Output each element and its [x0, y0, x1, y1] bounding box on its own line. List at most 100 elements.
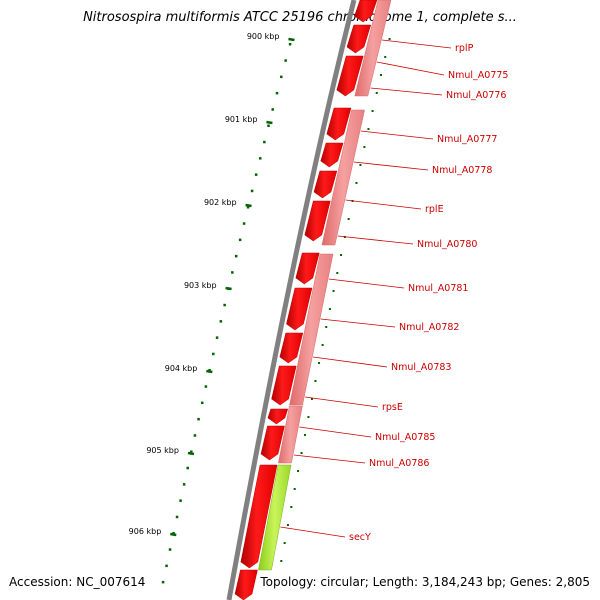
ruler-dot	[179, 499, 182, 502]
feature-tick	[293, 488, 296, 490]
gene-label-nmul_a0782[interactable]: Nmul_A0782	[399, 322, 459, 333]
feature-tick	[355, 182, 358, 184]
ruler-dot	[175, 515, 179, 519]
gene-label-nmul_a0783[interactable]: Nmul_A0783	[391, 362, 451, 373]
topology-summary: Topology: circular; Length: 3,184,243 bp…	[260, 575, 590, 589]
feature-tick	[286, 524, 289, 526]
gene-arrow	[320, 142, 344, 168]
ruler-dot	[212, 352, 215, 356]
label-leader	[312, 356, 388, 368]
label-leader	[293, 454, 366, 464]
gene-band	[289, 253, 334, 406]
gene-arrow	[271, 365, 297, 406]
ruler-dot	[254, 173, 258, 176]
ruler-dot	[234, 254, 238, 258]
ruler-dot	[246, 206, 250, 209]
feature-tick	[347, 218, 350, 220]
gene-label-nmul_a0777[interactable]: Nmul_A0777	[437, 134, 497, 145]
feature-tick	[300, 452, 303, 454]
feature-tick	[318, 362, 321, 364]
feature-tick	[310, 398, 313, 400]
gene-track	[234, 0, 392, 600]
gene-label-secy[interactable]: secY	[349, 532, 371, 543]
ruler-dot	[280, 75, 283, 79]
label-leader	[305, 396, 379, 408]
ruler: 900 kbp 901 kbp 902 kbp 903 kbp 904 kbp 905 k…	[129, 32, 295, 537]
gene-arrow	[313, 170, 338, 199]
gene-arrow	[304, 200, 331, 242]
ruler-tick	[206, 369, 213, 374]
ruler-label: 902 kbp	[204, 198, 237, 207]
ruler-label: 903 kbp	[184, 281, 217, 290]
feature-tick	[297, 470, 300, 472]
gene-arrow	[260, 425, 285, 461]
feature-tick	[314, 380, 317, 382]
feature-tick	[325, 326, 328, 328]
ruler-label: 901 kbp	[225, 115, 258, 124]
ruler-dot	[219, 320, 223, 323]
feature-tick	[307, 416, 310, 418]
feature-tick	[321, 344, 324, 346]
gene-label-rplp[interactable]: rplP	[455, 43, 474, 54]
ruler-dot	[165, 564, 168, 568]
gene-label-nmul_a0785[interactable]: Nmul_A0785	[375, 432, 435, 443]
ruler-dot	[200, 401, 204, 405]
feature-tick	[375, 92, 378, 94]
feature-tick	[328, 308, 331, 310]
ruler-dot	[197, 417, 200, 421]
gene-arrow	[240, 464, 278, 569]
feature-tick	[290, 506, 293, 508]
gene-label-nmul_a0786[interactable]: Nmul_A0786	[369, 458, 429, 469]
ruler-dot	[190, 450, 193, 453]
ruler-dot	[186, 466, 189, 470]
feature-tick	[388, 38, 391, 40]
ruler-tick	[245, 203, 252, 208]
ruler-dot	[161, 580, 165, 584]
ruler-tick	[288, 37, 295, 42]
label-leader	[376, 61, 445, 76]
gene-arrow	[279, 332, 304, 364]
ruler-label: 906 kbp	[129, 527, 162, 536]
label-leader	[328, 278, 405, 289]
accession-text: Accession: NC_007614	[9, 575, 146, 589]
ruler-dot	[250, 189, 254, 193]
ruler-dot	[238, 238, 242, 242]
gene-label-nmul_a0781[interactable]: Nmul_A0781	[408, 283, 468, 294]
gene-label-nmul_a0775[interactable]: Nmul_A0775	[448, 70, 508, 81]
ruler-dot	[288, 43, 292, 46]
feature-tick	[303, 434, 306, 436]
feature-tick	[367, 128, 370, 130]
gene-label-nmul_a0778[interactable]: Nmul_A0778	[432, 165, 492, 176]
feature-tick	[363, 146, 366, 148]
gene-arrow	[354, 0, 378, 23]
gene-arrow	[336, 55, 364, 97]
ruler-dot	[208, 369, 211, 372]
gene-arrow	[286, 287, 313, 331]
gene-label-nmul_a0780[interactable]: Nmul_A0780	[417, 239, 477, 250]
ruler-dots	[161, 43, 292, 584]
gene-label-rpse[interactable]: rpsE	[382, 402, 403, 413]
feature-tick	[384, 56, 387, 58]
ruler-label: 904 kbp	[165, 364, 198, 373]
ruler-tick	[225, 286, 232, 291]
gene-arrow	[346, 24, 372, 54]
gene-band	[321, 109, 365, 246]
gene-label-nmul_a0776[interactable]: Nmul_A0776	[446, 90, 506, 101]
ruler-dot	[223, 303, 226, 307]
label-leader	[299, 426, 372, 438]
feature-tick	[280, 560, 283, 562]
gene-label-rple[interactable]: rplE	[425, 204, 444, 215]
label-leader	[337, 235, 414, 245]
feature-tick	[283, 542, 286, 544]
ruler-dot	[271, 108, 274, 111]
feature-tick	[379, 74, 382, 76]
ruler-dot	[267, 124, 270, 127]
ruler-dot	[172, 532, 175, 535]
ruler-dot	[204, 385, 208, 388]
ruler-tick	[170, 532, 177, 537]
ruler-label: 900 kbp	[247, 32, 280, 41]
ruler-dot	[258, 157, 262, 160]
label-leader	[353, 161, 429, 171]
